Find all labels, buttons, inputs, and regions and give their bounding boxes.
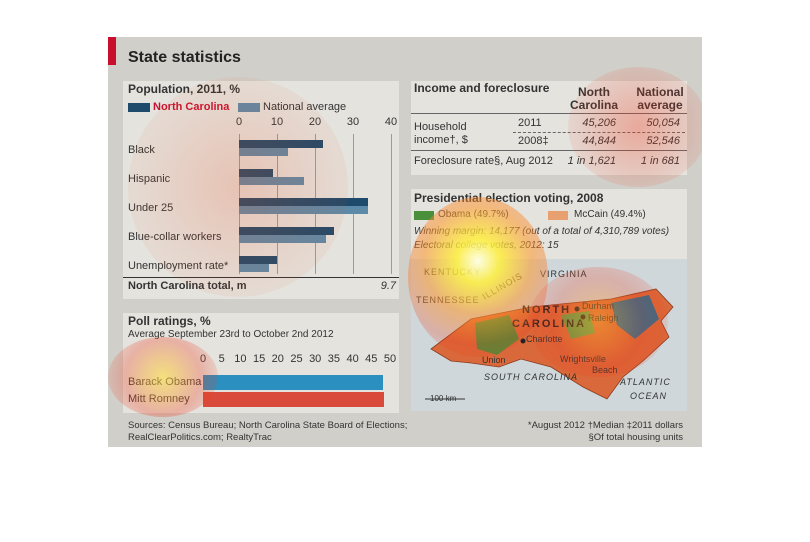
income-col-nc: North Carolina — [569, 85, 618, 112]
infographic-frame: State statistics Population, 2011, % Nor… — [108, 37, 702, 447]
map-label-wrightsville-1: Wrightsville — [560, 354, 606, 364]
poll-tick-label: 20 — [271, 353, 284, 365]
income-mid-rule — [411, 150, 687, 151]
foreclosure-label: Foreclosure rate§, Aug 2012 — [414, 155, 553, 167]
income-year-2008: 2008‡ — [518, 135, 549, 147]
pop-bar-nc — [239, 227, 334, 235]
income-nc-2011: 45,206 — [582, 117, 616, 129]
pop-bar-nc — [239, 140, 323, 148]
map-label-sc: SOUTH CAROLINA — [484, 372, 579, 382]
marker-raleigh — [580, 314, 586, 320]
pop-tick-label: 0 — [235, 116, 243, 128]
income-row-divider — [513, 132, 685, 133]
poll-subtitle: Average September 23rd to October 2nd 20… — [128, 329, 334, 340]
map-label-durham: Durham — [582, 301, 615, 311]
foreclosure-nat: 1 in 681 — [640, 155, 680, 167]
population-total-rule — [123, 277, 399, 278]
poll-tick-label: 0 — [199, 353, 207, 365]
income-row-label-2: income†, $ — [414, 134, 468, 146]
pop-category-label: Unemployment rate* — [128, 260, 229, 272]
marker-durham — [574, 306, 580, 312]
map-label-atlantic-2: OCEAN — [630, 391, 668, 401]
election-heading: Presidential election voting, 2008 — [414, 191, 604, 205]
map-label-tennessee: TENNESSEE — [416, 295, 480, 305]
population-heading: Population, 2011, % — [128, 82, 241, 96]
income-col-national: National average — [636, 85, 684, 112]
income-heading: Income and foreclosure — [414, 81, 550, 95]
poll-tick-label: 45 — [365, 353, 378, 365]
pop-category-label: Blue-collar workers — [128, 231, 222, 243]
pop-bar-national — [239, 148, 289, 156]
legend-label-mccain: McCain (49.4%) — [574, 209, 646, 220]
poll-category-label: Mitt Romney — [128, 393, 190, 405]
pop-bar-nc — [239, 169, 274, 177]
pop-bar-national — [239, 206, 369, 214]
poll-tick-label: 5 — [218, 353, 225, 365]
pop-bar-nc — [239, 198, 369, 206]
pop-category-label: Hispanic — [128, 173, 171, 185]
legend-label-national: National average — [263, 101, 347, 113]
pop-bar-national — [239, 235, 327, 243]
pop-bar-national — [239, 264, 270, 272]
poll-bar — [203, 392, 385, 407]
map-label-nc-1: NORTH — [522, 304, 572, 316]
map-label-kentucky: KENTUCKY — [424, 267, 482, 277]
income-header-rule — [411, 113, 687, 114]
marker-charlotte — [520, 338, 526, 344]
poll-tick-label: 40 — [346, 353, 359, 365]
sources-line-2: RealClearPolitics.com; RealtyTrac — [128, 432, 272, 443]
pop-tick-label: 20 — [308, 116, 322, 128]
legend-swatch-mccain — [548, 211, 568, 220]
poll-tick-label: 15 — [252, 353, 266, 365]
map-label-nc-2: CAROLINA — [512, 318, 587, 330]
income-nat-2008: 52,546 — [646, 135, 680, 147]
map-label-atlantic-1: ATLANTIC — [620, 377, 671, 387]
map-label-virginia: VIRGINIA — [540, 269, 588, 279]
legend-swatch-obama — [414, 211, 434, 220]
poll-tick-label: 25 — [290, 353, 303, 365]
poll-tick-label: 50 — [383, 353, 397, 365]
income-year-2011: 2011 — [518, 117, 542, 129]
pop-tick-label: 10 — [270, 116, 284, 128]
pop-bar-national — [239, 177, 304, 185]
pop-gridline — [391, 134, 392, 274]
income-nat-2011: 50,054 — [646, 117, 680, 129]
footnote-line-1: *August 2012 †Median ‡2011 dollars — [527, 420, 683, 431]
poll-heading: Poll ratings, % — [128, 314, 211, 328]
legend-label-nc: North Carolina — [153, 101, 230, 113]
map-scale-label: 100 km — [430, 394, 457, 403]
pop-tick-label: 40 — [384, 116, 398, 128]
legend-swatch-national — [238, 103, 260, 112]
legend-label-obama: Obama (49.7%) — [438, 209, 509, 220]
pop-tick-label: 30 — [346, 116, 360, 128]
map-label-raleigh: Raleigh — [588, 313, 619, 323]
nc-obama-counties-piedmont — [561, 311, 595, 339]
title-accent-bar — [108, 37, 116, 65]
income-row-label-1: Household — [414, 121, 467, 133]
election-winning-margin: Winning margin: 14,177 (out of a total o… — [414, 226, 670, 237]
nc-obama-counties-east — [611, 295, 659, 339]
sources-line-1: Sources: Census Bureau; North Carolina S… — [128, 420, 408, 431]
poll-tick-label: 35 — [327, 353, 341, 365]
footnote-line-2: §Of total housing units — [588, 432, 683, 443]
population-total-label: North Carolina total, m — [128, 280, 247, 292]
legend-swatch-nc — [128, 103, 150, 112]
population-total-value: 9.7 — [380, 280, 396, 292]
foreclosure-nc: 1 in 1,621 — [567, 155, 616, 167]
election-electoral-votes: Electoral college votes, 2012: 15 — [414, 240, 559, 251]
pop-category-label: Black — [128, 144, 155, 156]
income-panel — [411, 81, 687, 175]
income-nc-2008: 44,844 — [582, 135, 616, 147]
page-title: State statistics — [128, 49, 241, 66]
map-label-wrightsville-2: Beach — [592, 365, 618, 375]
map-label-charlotte: Charlotte — [526, 334, 563, 344]
poll-bar — [203, 375, 383, 390]
poll-tick-label: 10 — [234, 353, 247, 365]
poll-tick-label: 30 — [309, 353, 322, 365]
pop-category-label: Under 25 — [128, 202, 174, 214]
map-label-union: Union — [482, 355, 506, 365]
pop-bar-nc — [239, 256, 277, 264]
poll-category-label: Barack Obama — [128, 376, 202, 388]
